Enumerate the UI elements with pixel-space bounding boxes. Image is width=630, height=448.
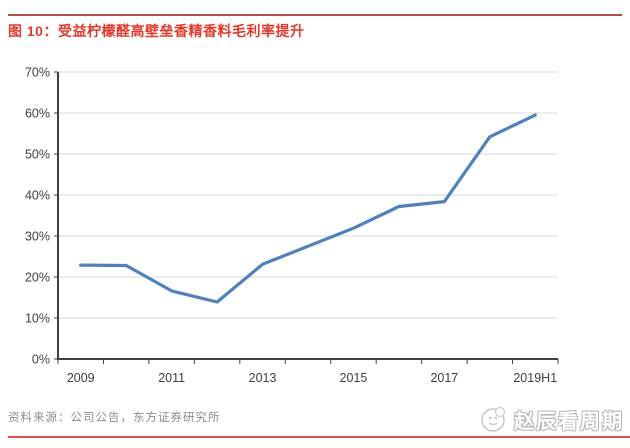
watermark-text: 赵辰看周期	[514, 411, 624, 433]
bottom-divider	[8, 436, 630, 438]
y-tick-label: 50%	[25, 148, 50, 162]
x-tick-label: 2011	[158, 371, 185, 385]
x-tick-label: 2019H1	[513, 371, 557, 385]
x-tick-label: 2013	[249, 371, 277, 385]
y-tick-label: 0%	[32, 353, 50, 367]
watermark: 赵辰看周期	[480, 405, 624, 434]
source-note: 资料来源：公司公告，东方证券研究所	[8, 412, 221, 424]
margin-line-chart: 0% 10% 20% 30% 40% 50% 60% 70% 2009 2011 2013 2015 2…	[25, 66, 559, 385]
top-divider	[8, 14, 622, 16]
x-tick-label: 2009	[67, 371, 95, 385]
x-tick-label: 2017	[430, 371, 458, 385]
y-tick-label: 60%	[25, 107, 50, 121]
y-tick-label: 30%	[25, 230, 50, 244]
watermark-logo-icon	[480, 405, 507, 434]
y-tick-label: 20%	[25, 271, 50, 285]
figure-title: 图 10：受益柠檬醛高壁垒香精香料毛利率提升	[8, 23, 305, 39]
y-tick-label: 40%	[25, 189, 50, 203]
y-tick-label: 10%	[25, 312, 50, 326]
series-gross-margin	[79, 113, 537, 304]
x-tick-label: 2015	[340, 371, 368, 385]
y-tick-label: 70%	[25, 66, 50, 80]
